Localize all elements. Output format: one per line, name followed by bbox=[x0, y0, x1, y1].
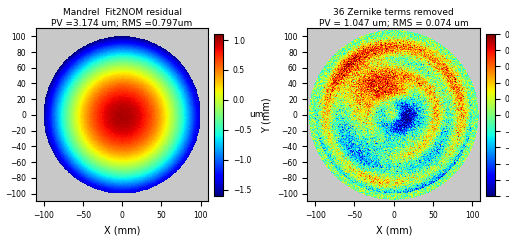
Y-axis label: um: um bbox=[249, 110, 264, 119]
X-axis label: X (mm): X (mm) bbox=[375, 226, 411, 236]
Title: Mandrel  Fit2NOM residual
PV =3.174 um; RMS =0.797um: Mandrel Fit2NOM residual PV =3.174 um; R… bbox=[51, 8, 192, 28]
Y-axis label: Y (mm): Y (mm) bbox=[261, 97, 271, 133]
X-axis label: X (mm): X (mm) bbox=[104, 226, 140, 236]
Title: 36 Zernike terms removed
PV = 1.047 um; RMS = 0.074 um: 36 Zernike terms removed PV = 1.047 um; … bbox=[318, 8, 468, 28]
